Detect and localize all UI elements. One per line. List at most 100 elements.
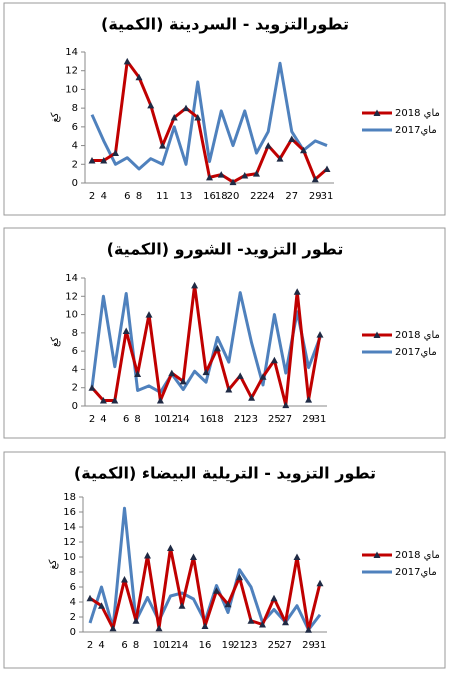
point-marker bbox=[323, 165, 331, 172]
point-marker bbox=[282, 618, 289, 626]
chart-title: تطور التزويد - التريلية البيضاء (الكمية) bbox=[74, 464, 376, 483]
y-tick-label: 0 bbox=[72, 401, 78, 412]
point-marker bbox=[225, 386, 233, 393]
y-tick-label: 4 bbox=[72, 141, 78, 152]
point-marker bbox=[178, 602, 186, 609]
y-tick-label: 4 bbox=[70, 597, 76, 608]
x-tick-label: 10 bbox=[153, 640, 166, 651]
x-tick-label: 20 bbox=[227, 191, 240, 202]
legend-label: ماي2017 bbox=[395, 567, 437, 578]
x-tick-label: 18 bbox=[211, 414, 224, 425]
point-marker bbox=[167, 544, 174, 551]
point-marker bbox=[86, 594, 94, 602]
point-marker bbox=[144, 552, 151, 559]
point-marker bbox=[202, 368, 210, 376]
point-marker bbox=[100, 157, 108, 164]
panel bbox=[3, 227, 446, 439]
x-tick-label: 12 bbox=[165, 414, 178, 425]
legend-label: ماي2017 bbox=[395, 125, 437, 136]
point-marker bbox=[145, 311, 153, 318]
point-marker bbox=[288, 135, 296, 143]
y-tick-label: 6 bbox=[72, 346, 78, 357]
x-tick-label: 10 bbox=[154, 414, 167, 425]
point-marker bbox=[270, 594, 278, 602]
chart-title: تطور التزويد- الشورو (الكمية) bbox=[107, 240, 344, 259]
y-tick-label: 2 bbox=[70, 612, 76, 623]
point-marker bbox=[241, 172, 249, 179]
x-tick-label: 29 bbox=[302, 640, 315, 651]
y-tick-label: 10 bbox=[63, 552, 76, 563]
point-marker bbox=[168, 369, 176, 377]
y-tick-label: 12 bbox=[65, 291, 78, 302]
x-tick-label: 12 bbox=[164, 640, 177, 651]
point-marker bbox=[282, 401, 290, 409]
y-tick-label: 12 bbox=[63, 537, 76, 548]
point-marker bbox=[259, 373, 267, 380]
point-marker bbox=[316, 579, 324, 587]
point-marker bbox=[213, 587, 220, 594]
point-marker bbox=[170, 114, 178, 121]
point-marker bbox=[121, 576, 128, 583]
x-tick-label: 25 bbox=[268, 640, 281, 651]
y-tick-label: 12 bbox=[65, 66, 78, 77]
legend-marker bbox=[373, 109, 381, 116]
point-marker bbox=[305, 626, 312, 633]
point-marker bbox=[156, 397, 164, 404]
x-tick-label: 22 bbox=[250, 191, 263, 202]
point-marker bbox=[134, 370, 142, 377]
point-marker bbox=[311, 175, 319, 183]
y-tick-label: 0 bbox=[72, 178, 78, 189]
point-marker bbox=[293, 553, 301, 560]
point-marker bbox=[159, 142, 166, 149]
point-marker bbox=[123, 57, 131, 65]
legend-marker bbox=[373, 331, 381, 338]
point-marker bbox=[132, 617, 140, 624]
point-marker bbox=[88, 157, 96, 164]
point-marker bbox=[122, 327, 130, 335]
x-tick-label: 23 bbox=[245, 414, 258, 425]
x-tick-label: 25 bbox=[268, 414, 281, 425]
x-tick-label: 8 bbox=[134, 414, 140, 425]
y-tick-label: 6 bbox=[72, 122, 78, 133]
point-marker bbox=[98, 602, 105, 609]
point-marker bbox=[112, 149, 119, 157]
point-marker bbox=[264, 142, 272, 149]
x-tick-label: 8 bbox=[133, 640, 139, 651]
point-marker bbox=[213, 344, 221, 352]
x-tick-label: 4 bbox=[101, 191, 107, 202]
y-axis-label: كغ bbox=[48, 559, 59, 569]
y-tick-label: 6 bbox=[70, 582, 76, 593]
point-marker bbox=[236, 372, 244, 379]
y-tick-label: 4 bbox=[72, 364, 78, 375]
x-tick-label: 6 bbox=[121, 640, 127, 651]
point-marker bbox=[135, 73, 143, 81]
x-tick-label: 4 bbox=[98, 640, 104, 651]
x-tick-label: 23 bbox=[245, 640, 258, 651]
y-tick-label: 0 bbox=[70, 627, 76, 638]
x-tick-label: 8 bbox=[136, 191, 142, 202]
x-tick-label: 29 bbox=[302, 414, 315, 425]
point-marker bbox=[182, 104, 190, 112]
point-marker bbox=[206, 173, 213, 181]
point-marker bbox=[111, 397, 119, 404]
point-marker bbox=[259, 621, 266, 628]
x-tick-label: 2 bbox=[87, 640, 93, 651]
point-marker bbox=[191, 281, 199, 289]
y-tick-label: 8 bbox=[72, 103, 78, 114]
y-tick-label: 8 bbox=[70, 567, 76, 578]
x-tick-label: 31 bbox=[314, 640, 327, 651]
point-marker bbox=[109, 624, 117, 632]
x-tick-label: 14 bbox=[176, 640, 189, 651]
panel bbox=[3, 2, 446, 216]
y-axis-label: كغ bbox=[50, 112, 61, 122]
point-marker bbox=[147, 101, 155, 109]
point-marker bbox=[224, 600, 232, 608]
x-tick-label: 2 bbox=[89, 191, 95, 202]
point-marker bbox=[99, 397, 107, 404]
point-marker bbox=[229, 178, 237, 186]
x-tick-label: 16 bbox=[200, 414, 213, 425]
x-tick-label: 4 bbox=[100, 414, 106, 425]
x-tick-label: 27 bbox=[285, 191, 298, 202]
point-marker bbox=[248, 394, 256, 401]
